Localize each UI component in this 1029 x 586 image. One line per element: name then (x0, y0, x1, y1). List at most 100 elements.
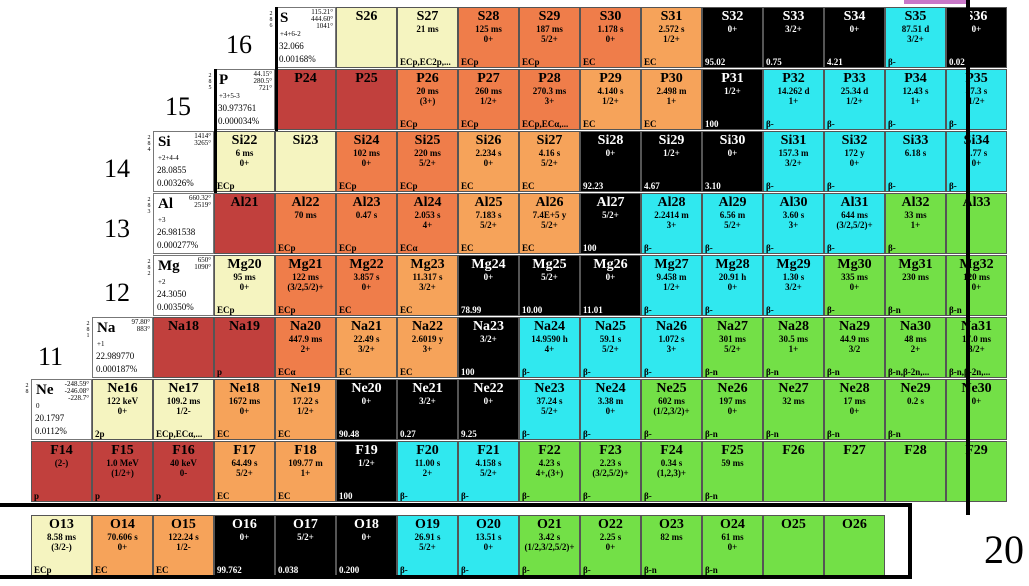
nuclide-cell-p35[interactable]: P35 47.3 s 1/2+ β- (946, 69, 1007, 130)
nuclide-cell-s28[interactable]: S28 125 ms 0+ ECp (458, 7, 519, 68)
nuclide-cell-ne18[interactable]: Ne18 1672 ms 0+ EC (214, 379, 275, 440)
nuclide-cell-mg20[interactable]: Mg20 95 ms 0+ ECp (214, 255, 275, 316)
nuclide-cell-s31[interactable]: S31 2.572 s 1/2+ EC (641, 7, 702, 68)
nuclide-cell-f15[interactable]: F15 1.0 MeV (1/2+) p (92, 441, 153, 502)
nuclide-cell-mg31[interactable]: Mg31 230 ms β-n (885, 255, 946, 316)
nuclide-cell-na23[interactable]: Na23 3/2+ 100 (458, 317, 519, 378)
nuclide-cell-al33[interactable]: Al33 (946, 193, 1007, 254)
nuclide-cell-o26[interactable]: O26 (824, 515, 885, 576)
nuclide-cell-na25[interactable]: Na25 59.1 s 5/2+ β- (580, 317, 641, 378)
nuclide-cell-o17[interactable]: O17 5/2+ 0.038 (275, 515, 336, 576)
nuclide-cell-ne28[interactable]: Ne28 17 ms 0+ β-n (824, 379, 885, 440)
nuclide-cell-ne29[interactable]: Ne29 0.2 s β-n (885, 379, 946, 440)
nuclide-cell-na27[interactable]: Na27 301 ms 5/2+ β-n (702, 317, 763, 378)
nuclide-cell-f25[interactable]: F25 59 ms β-n (702, 441, 763, 502)
nuclide-cell-si26[interactable]: Si26 2.234 s 0+ EC (458, 131, 519, 192)
nuclide-cell-si30[interactable]: Si30 0+ 3.10 (702, 131, 763, 192)
nuclide-cell-al31[interactable]: Al31 644 ms (3/2,5/2)+ β- (824, 193, 885, 254)
nuclide-cell-si22[interactable]: Si22 6 ms 0+ ECp (214, 131, 275, 192)
nuclide-cell-f18[interactable]: F18 109.77 m 1+ EC (275, 441, 336, 502)
nuclide-cell-p33[interactable]: P33 25.34 d 1/2+ β- (824, 69, 885, 130)
nuclide-cell-al23[interactable]: Al23 0.47 s ECp (336, 193, 397, 254)
nuclide-cell-si29[interactable]: Si29 1/2+ 4.67 (641, 131, 702, 192)
nuclide-cell-f26[interactable]: F26 (763, 441, 824, 502)
nuclide-cell-s27[interactable]: S27 21 ms ECp,EC2p,... (397, 7, 458, 68)
nuclide-cell-mg27[interactable]: Mg27 9.458 m 1/2+ β- (641, 255, 702, 316)
element-cell-s[interactable]: S 115.21° 444.60° 1041° +4+6-2 32.066 0.0016… (275, 7, 336, 68)
nuclide-cell-s35[interactable]: S35 87.51 d 3/2+ β- (885, 7, 946, 68)
nuclide-cell-s34[interactable]: S34 0+ 4.21 (824, 7, 885, 68)
nuclide-cell-mg22[interactable]: Mg22 3.857 s 0+ EC (336, 255, 397, 316)
nuclide-cell-ne25[interactable]: Ne25 602 ms (1/2,3/2)+ β- (641, 379, 702, 440)
nuclide-cell-o20[interactable]: O20 13.51 s 0+ β- (458, 515, 519, 576)
nuclide-cell-o24[interactable]: O24 61 ms 0+ β-n (702, 515, 763, 576)
nuclide-cell-p26[interactable]: P26 20 ms (3+) ECp (397, 69, 458, 130)
nuclide-cell-na28[interactable]: Na28 30.5 ms 1+ β-n (763, 317, 824, 378)
nuclide-cell-p29[interactable]: P29 4.140 s 1/2+ EC (580, 69, 641, 130)
nuclide-cell-si32[interactable]: Si32 172 y 0+ β- (824, 131, 885, 192)
nuclide-cell-mg32[interactable]: Mg32 120 ms 0+ β-n (946, 255, 1007, 316)
nuclide-cell-al26[interactable]: Al26 7.4E+5 y 5/2+ EC (519, 193, 580, 254)
nuclide-cell-ne26[interactable]: Ne26 197 ms 0+ β-n (702, 379, 763, 440)
nuclide-cell-na22[interactable]: Na22 2.6019 y 3+ EC (397, 317, 458, 378)
nuclide-cell-ne27[interactable]: Ne27 32 ms β-n (763, 379, 824, 440)
nuclide-cell-f21[interactable]: F21 4.158 s 5/2+ β- (458, 441, 519, 502)
nuclide-cell-al29[interactable]: Al29 6.56 m 5/2+ β- (702, 193, 763, 254)
nuclide-cell-al25[interactable]: Al25 7.183 s 5/2+ EC (458, 193, 519, 254)
nuclide-cell-mg28[interactable]: Mg28 20.91 h 0+ β- (702, 255, 763, 316)
nuclide-cell-ne23[interactable]: Ne23 37.24 s 5/2+ β- (519, 379, 580, 440)
nuclide-cell-p31[interactable]: P31 1/2+ 100 (702, 69, 763, 130)
nuclide-cell-al28[interactable]: Al28 2.2414 m 3+ β- (641, 193, 702, 254)
nuclide-cell-o13[interactable]: O13 8.58 ms (3/2-) ECp (31, 515, 92, 576)
nuclide-cell-na29[interactable]: Na29 44.9 ms 3/2 β-n (824, 317, 885, 378)
nuclide-cell-s33[interactable]: S33 3/2+ 0.75 (763, 7, 824, 68)
nuclide-cell-na19[interactable]: Na19 p (214, 317, 275, 378)
nuclide-cell-p27[interactable]: P27 260 ms 1/2+ ECp (458, 69, 519, 130)
nuclide-cell-f16[interactable]: F16 40 keV 0- p (153, 441, 214, 502)
nuclide-cell-o23[interactable]: O23 82 ms β-n (641, 515, 702, 576)
nuclide-cell-p34[interactable]: P34 12.43 s 1+ β- (885, 69, 946, 130)
nuclide-cell-ne21[interactable]: Ne21 3/2+ 0.27 (397, 379, 458, 440)
nuclide-cell-mg30[interactable]: Mg30 335 ms 0+ β- (824, 255, 885, 316)
nuclide-cell-mg23[interactable]: Mg23 11.317 s 3/2+ EC (397, 255, 458, 316)
nuclide-cell-al32[interactable]: Al32 33 ms 1+ β- (885, 193, 946, 254)
nuclide-cell-al27[interactable]: Al27 5/2+ 100 (580, 193, 641, 254)
nuclide-cell-f22[interactable]: F22 4.23 s 4+,(3+) β- (519, 441, 580, 502)
nuclide-cell-f14[interactable]: F14 (2-) p (31, 441, 92, 502)
nuclide-cell-si28[interactable]: Si28 0+ 92.23 (580, 131, 641, 192)
nuclide-cell-ne22[interactable]: Ne22 0+ 9.25 (458, 379, 519, 440)
nuclide-cell-f27[interactable]: F27 (824, 441, 885, 502)
nuclide-cell-si25[interactable]: Si25 220 ms 5/2+ ECp (397, 131, 458, 192)
nuclide-cell-o14[interactable]: O14 70.606 s 0+ EC (92, 515, 153, 576)
nuclide-cell-f24[interactable]: F24 0.34 s (1,2,3)+ β- (641, 441, 702, 502)
nuclide-cell-mg21[interactable]: Mg21 122 ms (3/2,5/2)+ ECp (275, 255, 336, 316)
nuclide-cell-f20[interactable]: F20 11.00 s 2+ β- (397, 441, 458, 502)
nuclide-cell-f29[interactable]: F29 (946, 441, 1007, 502)
nuclide-cell-mg26[interactable]: Mg26 0+ 11.01 (580, 255, 641, 316)
nuclide-cell-ne19[interactable]: Ne19 17.22 s 1/2+ EC (275, 379, 336, 440)
nuclide-cell-o21[interactable]: O21 3.42 s (1/2,3/2,5/2)+ β- (519, 515, 580, 576)
element-cell-ne[interactable]: Ne -248.59° -246.08° -228.7° 0 20.1797 0.011… (31, 379, 92, 440)
nuclide-cell-si27[interactable]: Si27 4.16 s 5/2+ EC (519, 131, 580, 192)
nuclide-cell-ne17[interactable]: Ne17 109.2 ms 1/2- ECp,ECα,... (153, 379, 214, 440)
nuclide-cell-na18[interactable]: Na18 (153, 317, 214, 378)
nuclide-cell-s30[interactable]: S30 1.178 s 0+ EC (580, 7, 641, 68)
nuclide-cell-s29[interactable]: S29 187 ms 5/2+ ECp (519, 7, 580, 68)
nuclide-cell-al30[interactable]: Al30 3.60 s 3+ β- (763, 193, 824, 254)
nuclide-cell-f23[interactable]: F23 2.23 s (3/2,5/2)+ β- (580, 441, 641, 502)
nuclide-cell-al21[interactable]: Al21 (214, 193, 275, 254)
nuclide-cell-o22[interactable]: O22 2.25 s 0+ β- (580, 515, 641, 576)
element-cell-na[interactable]: Na 97.80° 883° +1 22.989770 0.000187% (92, 317, 153, 378)
nuclide-cell-o16[interactable]: O16 0+ 99.762 (214, 515, 275, 576)
nuclide-cell-na24[interactable]: Na24 14.9590 h 4+ β- (519, 317, 580, 378)
nuclide-cell-ne30[interactable]: Ne30 0+ (946, 379, 1007, 440)
nuclide-cell-f19[interactable]: F19 1/2+ 100 (336, 441, 397, 502)
nuclide-cell-p30[interactable]: P30 2.498 m 1+ EC (641, 69, 702, 130)
nuclide-cell-al24[interactable]: Al24 2.053 s 4+ ECα (397, 193, 458, 254)
nuclide-cell-ne16[interactable]: Ne16 122 keV 0+ 2p (92, 379, 153, 440)
nuclide-cell-o18[interactable]: O18 0+ 0.200 (336, 515, 397, 576)
element-cell-p[interactable]: P 44.15° 280.5° 721° +3+5-3 30.973761 0.0000… (214, 69, 275, 130)
nuclide-cell-na26[interactable]: Na26 1.072 s 3+ β- (641, 317, 702, 378)
nuclide-cell-na21[interactable]: Na21 22.49 s 3/2+ EC (336, 317, 397, 378)
